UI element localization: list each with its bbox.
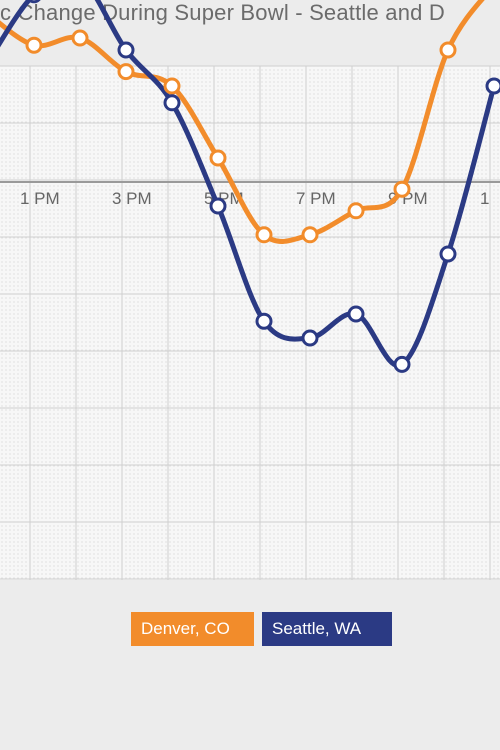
data-point-denver[interactable] [209, 149, 227, 167]
data-point-denver[interactable] [301, 226, 319, 244]
data-point-seattle[interactable] [393, 355, 411, 373]
x-tick-label: 1 [480, 189, 489, 208]
data-point-denver[interactable] [25, 36, 43, 54]
series-points [25, 0, 500, 373]
data-point-denver[interactable] [163, 77, 181, 95]
x-tick-label: 7 PM [296, 189, 336, 208]
x-tick-label: 3 PM [112, 189, 152, 208]
data-point-seattle[interactable] [27, 0, 41, 4]
legend-label-denver: Denver, CO [141, 619, 230, 638]
line-chart: 1 PM 3 PM 5 PM 7 PM 9 PM 1 [0, 0, 500, 580]
series-line-seattle [0, 0, 497, 369]
data-point-seattle[interactable] [439, 245, 457, 263]
data-point-denver[interactable] [117, 63, 135, 81]
data-point-seattle[interactable] [301, 329, 319, 347]
data-point-denver[interactable] [347, 202, 365, 220]
legend: Denver, CO Seattle, WA [0, 612, 500, 646]
chart-title: c Change During Super Bowl - Seattle and… [0, 0, 445, 25]
data-point-denver[interactable] [439, 41, 457, 59]
data-point-seattle[interactable] [255, 312, 273, 330]
x-tick-label: 1 PM [20, 189, 60, 208]
data-point-seattle[interactable] [347, 305, 365, 323]
legend-item-seattle[interactable]: Seattle, WA [262, 612, 392, 646]
legend-item-denver[interactable]: Denver, CO [131, 612, 254, 646]
data-point-seattle[interactable] [117, 41, 135, 59]
data-point-denver[interactable] [71, 29, 89, 47]
legend-label-seattle: Seattle, WA [272, 619, 362, 638]
data-point-denver[interactable] [393, 180, 411, 198]
data-point-denver[interactable] [255, 226, 273, 244]
data-point-seattle[interactable] [163, 94, 181, 112]
data-point-seattle[interactable] [209, 197, 227, 215]
data-point-seattle[interactable] [485, 77, 500, 95]
